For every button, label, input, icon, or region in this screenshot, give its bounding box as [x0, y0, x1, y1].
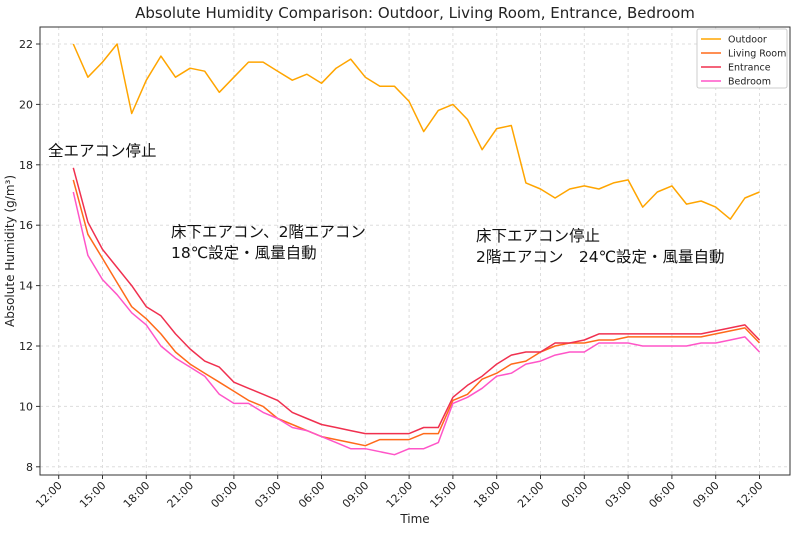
y-tick-label: 16	[19, 219, 33, 232]
y-axis-label: Absolute Humidity (g/m³)	[3, 175, 17, 327]
legend-label-bedroom: Bedroom	[728, 77, 771, 88]
grid	[40, 27, 790, 475]
legend-label-outdoor: Outdoor	[728, 35, 767, 46]
x-tick-label: 15:00	[427, 479, 459, 511]
x-tick-label: 03:00	[252, 479, 284, 511]
x-tick-label: 12:00	[33, 479, 65, 511]
legend-box	[696, 28, 788, 89]
x-axis-label: Time	[399, 512, 429, 526]
x-tick-label: 06:00	[646, 479, 678, 511]
legend-label-entrance: Entrance	[728, 63, 771, 74]
series-line-living-room	[72, 179, 761, 447]
x-tick-label: 18:00	[121, 479, 153, 511]
legend-label-living-room: Living Room	[728, 49, 786, 60]
x-tick-label: 09:00	[340, 479, 372, 511]
x-tick-label: 21:00	[165, 479, 197, 511]
x-tick-label: 21:00	[515, 479, 547, 511]
chart-title: Absolute Humidity Comparison: Outdoor, L…	[135, 4, 695, 22]
series-lines	[72, 43, 761, 456]
annotation-18c-line1: 床下エアコン、2階エアコン	[171, 223, 366, 241]
x-tick-label: 09:00	[690, 479, 722, 511]
legend: Outdoor Living Room Entrance Bedroom	[696, 28, 788, 89]
x-tick-label: 12:00	[384, 479, 416, 511]
y-tick-label: 14	[19, 280, 33, 293]
y-tick-label: 22	[19, 38, 33, 51]
y-tick-label: 20	[19, 98, 33, 111]
y-tick-label: 10	[19, 400, 33, 413]
x-tick-label: 00:00	[208, 479, 240, 511]
annotation-24c-line1: 床下エアコン停止	[476, 227, 600, 245]
y-axis-ticks: 8 10 12 14 16 18 20 22	[19, 38, 40, 474]
x-axis-ticks: 12:00 15:00 18:00 21:00 00:00 03:00 06:00 09:00…	[33, 475, 766, 511]
y-tick-label: 18	[19, 159, 33, 172]
annotation-24c-line2: 2階エアコン 24℃設定・風量自動	[476, 248, 725, 266]
annotation-all-ac-stop: 全エアコン停止	[48, 142, 157, 160]
plot-frame	[39, 26, 791, 476]
x-tick-label: 03:00	[603, 479, 635, 511]
series-line-entrance	[72, 167, 761, 435]
x-tick-label: 00:00	[559, 479, 591, 511]
series-line-bedroom	[72, 191, 761, 456]
y-tick-label: 8	[26, 461, 33, 474]
x-tick-label: 15:00	[77, 479, 109, 511]
x-tick-label: 12:00	[734, 479, 766, 511]
x-tick-label: 06:00	[296, 479, 328, 511]
x-tick-label: 18:00	[471, 479, 503, 511]
series-line-outdoor	[72, 43, 760, 220]
y-tick-label: 12	[19, 340, 33, 353]
annotation-18c-line2: 18℃設定・風量自動	[171, 244, 317, 262]
